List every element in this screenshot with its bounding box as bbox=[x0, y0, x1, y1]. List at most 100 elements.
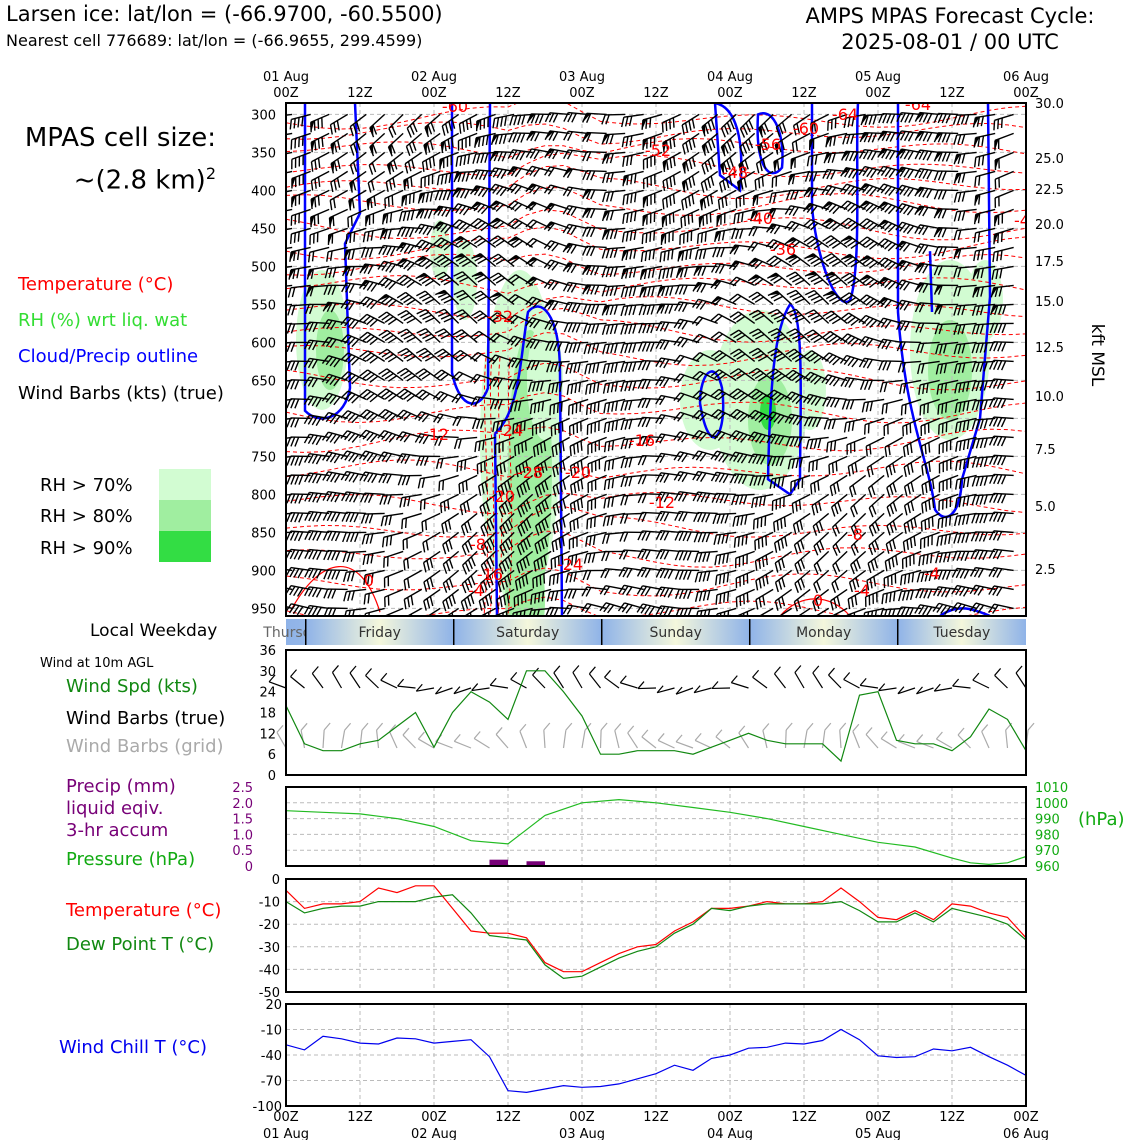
wind-barb-feather bbox=[865, 446, 868, 457]
wind-barb-feather bbox=[847, 336, 856, 345]
wind-barb-feather bbox=[447, 499, 450, 510]
wind-barb-feather bbox=[388, 515, 392, 526]
wind-barb-feather bbox=[445, 561, 451, 572]
wind-barb-feather bbox=[323, 550, 329, 561]
wind-barb-feather bbox=[510, 202, 519, 211]
wind-barb-feather bbox=[672, 156, 676, 167]
wind-barb-feather bbox=[922, 264, 929, 274]
wind-barb-feather bbox=[277, 514, 280, 524]
wind-barb-feather bbox=[789, 292, 800, 298]
wind-barb-feather bbox=[963, 569, 970, 579]
wind-barb-feather bbox=[441, 207, 448, 217]
wind-barb-feather bbox=[885, 340, 892, 350]
wind-barb-feather bbox=[921, 465, 924, 476]
wind-barb-feather bbox=[988, 530, 995, 541]
wind-barb-feather bbox=[884, 204, 893, 213]
wind-barb-feather bbox=[464, 523, 469, 534]
wind-barb-staff bbox=[406, 607, 423, 616]
wind-barb-feather bbox=[370, 434, 378, 443]
wind-barb-feather bbox=[700, 492, 707, 503]
wind-barb-feather bbox=[810, 295, 821, 301]
wind-barb-feather bbox=[566, 224, 574, 235]
wind-barb-feather bbox=[558, 443, 562, 454]
wind-barb-feather bbox=[714, 451, 722, 461]
wind-barb-feather bbox=[957, 286, 962, 297]
wind-barb-feather bbox=[732, 278, 741, 287]
wind-barb-feather bbox=[837, 501, 842, 512]
wind-barb-flag bbox=[954, 173, 961, 184]
wind-barb-feather bbox=[773, 295, 784, 302]
wind-barb-feather bbox=[714, 575, 718, 586]
wind-barb-feather bbox=[835, 562, 841, 572]
wind-barb-feather bbox=[951, 585, 958, 595]
wind-barb-feather bbox=[520, 542, 525, 553]
wind-barb-feather bbox=[544, 518, 549, 529]
wind-barb-feather bbox=[606, 363, 611, 374]
wind-barb-feather bbox=[422, 333, 432, 340]
wind-barb-feather bbox=[507, 357, 514, 367]
wind-barb-feather bbox=[455, 352, 465, 360]
wind-barb-feather bbox=[851, 597, 854, 608]
wind-barb-feather bbox=[647, 268, 652, 279]
wind-barb-feather bbox=[983, 437, 988, 448]
wind-barb-feather bbox=[700, 232, 703, 243]
wind-barb-feather bbox=[663, 606, 670, 616]
wind-barb-feather bbox=[812, 171, 818, 182]
wind-barb-feather bbox=[620, 381, 625, 392]
wind-barb-feather bbox=[470, 218, 479, 226]
wind-barb-feather bbox=[628, 362, 633, 373]
wind-barb-feather bbox=[457, 438, 462, 449]
wind-barb-feather bbox=[791, 353, 802, 360]
wind-barb-feather bbox=[754, 260, 763, 270]
wind-barb-feather bbox=[754, 413, 763, 422]
wind-barb-feather bbox=[710, 313, 719, 322]
wind-barb-feather bbox=[496, 466, 499, 477]
wind-barb-flag bbox=[396, 258, 407, 266]
wind-barb-feather bbox=[754, 278, 764, 286]
wind-barb-feather bbox=[952, 114, 958, 125]
wind-barb-feather bbox=[344, 471, 352, 482]
wind-barb-feather bbox=[736, 334, 746, 341]
wind-barb-feather bbox=[839, 333, 849, 342]
wind-barb-feather bbox=[630, 193, 633, 204]
wind-barb-feather bbox=[940, 604, 948, 614]
wind-barb-feather bbox=[566, 168, 573, 179]
wind-barb-feather bbox=[442, 190, 448, 201]
wind-barb-feather bbox=[695, 451, 703, 461]
wind-barb-feather bbox=[503, 462, 506, 473]
wind-barb-feather bbox=[937, 189, 943, 200]
wind-barb-feather bbox=[326, 302, 333, 313]
wind-barb-feather bbox=[644, 251, 648, 262]
wind-barb-feather bbox=[549, 405, 552, 416]
wind-barb-feather bbox=[293, 118, 296, 129]
wind-barb-feather bbox=[277, 532, 281, 541]
wind-barb-feather bbox=[726, 552, 730, 563]
wind-barb-feather bbox=[566, 263, 574, 273]
wind-barb-feather bbox=[552, 524, 556, 535]
wind-barb-feather bbox=[976, 116, 981, 127]
wind-barb-feather bbox=[362, 315, 371, 324]
wind-barb-feather bbox=[877, 339, 884, 349]
wind-barb-feather bbox=[994, 287, 999, 298]
wind-barb-flag bbox=[990, 305, 998, 316]
wind-barb-feather bbox=[884, 167, 892, 177]
temp-contour-label-3: -56 bbox=[755, 135, 781, 154]
wind-barb-feather bbox=[529, 404, 533, 415]
legend-dewpoint: Dew Point T (°C) bbox=[66, 934, 215, 955]
wind-barb-feather bbox=[831, 279, 842, 286]
wind-barb-feather bbox=[807, 273, 818, 280]
wind-barb-feather bbox=[920, 521, 923, 532]
wind-barb-feather bbox=[362, 410, 371, 419]
wind-barb-feather bbox=[419, 208, 425, 219]
wind-barb-feather bbox=[388, 128, 394, 138]
temp-contour bbox=[286, 491, 1026, 515]
wind-barb-flag bbox=[545, 130, 554, 140]
wind-barb-feather bbox=[989, 341, 995, 352]
wind-barb-feather bbox=[403, 315, 413, 322]
wind-barb-feather bbox=[903, 281, 911, 291]
wind-barb-flag bbox=[525, 257, 537, 265]
wind-barb-feather bbox=[406, 178, 410, 189]
wind-barb-flag bbox=[914, 187, 924, 197]
wind-barb-feather bbox=[329, 395, 337, 404]
wind-barb-staff bbox=[327, 549, 348, 553]
